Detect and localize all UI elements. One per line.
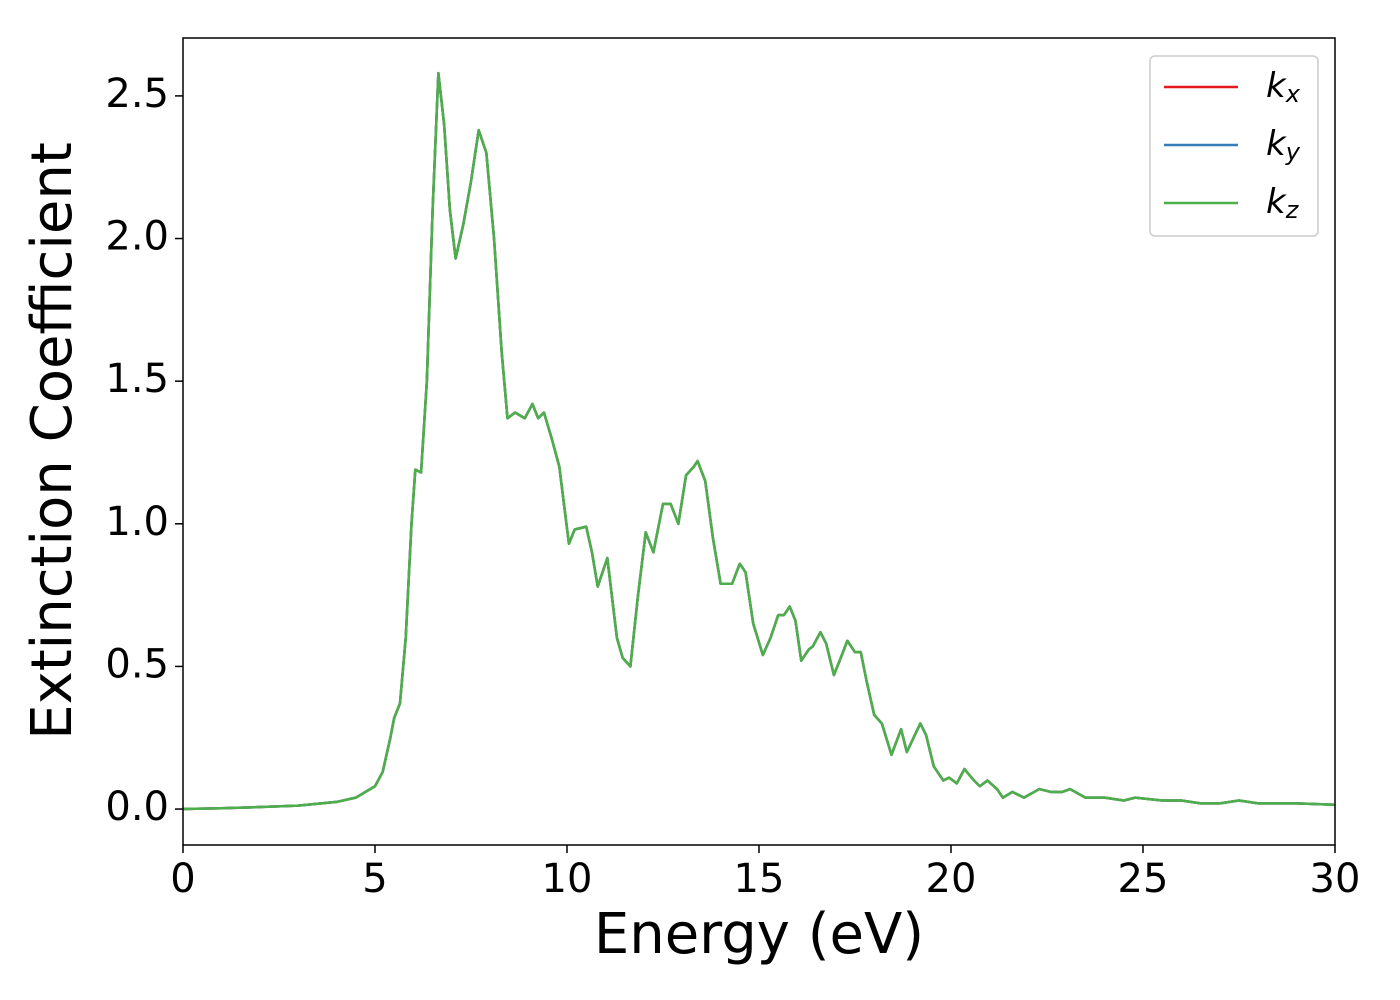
plot-frame [182,37,1336,846]
x-tick-label: 25 [1118,856,1169,902]
x-axis-label: Energy (eV) [594,902,924,967]
x-tick-label: 5 [362,856,387,902]
x-tick-label: 30 [1310,856,1361,902]
x-tick-label: 20 [926,856,977,902]
y-axis-label: Extinction Coefficient [20,142,85,740]
y-tick-label: 0.5 [105,641,169,687]
line-series [182,71,1336,811]
y-tick-label: 2.5 [105,71,169,117]
y-tick-label: 1.5 [105,356,169,402]
x-tick-label: 10 [542,856,593,902]
legend-label: kz [1266,182,1300,225]
x-tick-label: 15 [734,856,785,902]
y-tick-label: 1.0 [105,499,169,545]
x-tick-label: 0 [170,856,195,902]
legend-label: ky [1266,124,1301,167]
y-tick-label: 0.0 [105,784,169,830]
legend-label: kx [1266,66,1301,109]
y-tick-label: 2.0 [105,214,169,260]
